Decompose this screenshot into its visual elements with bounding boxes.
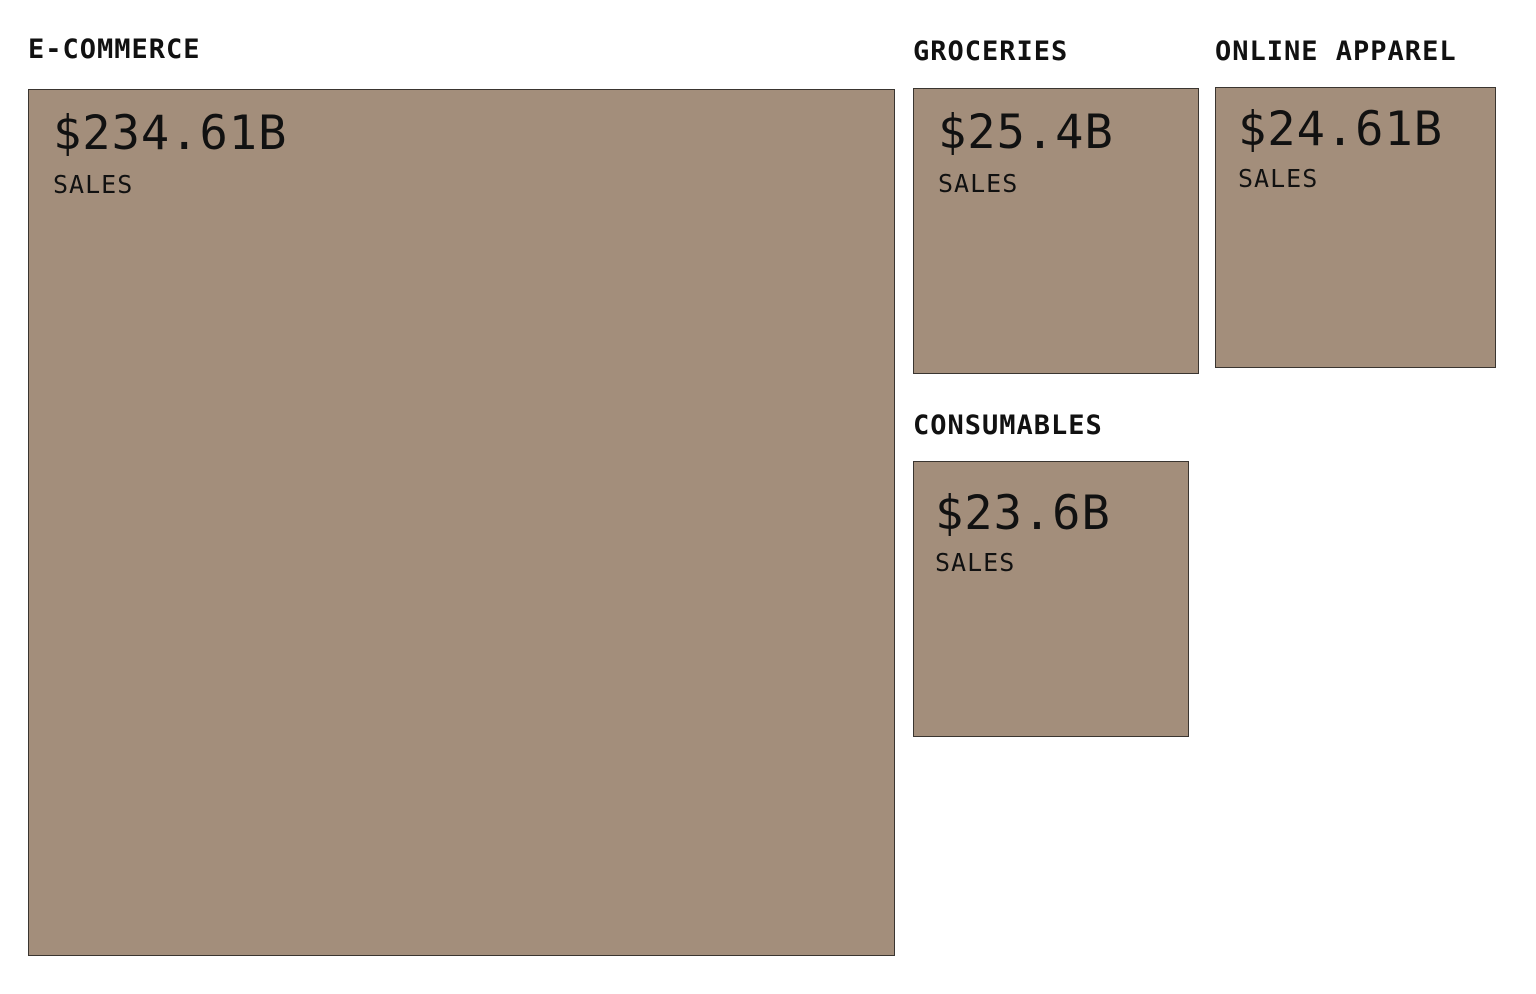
sales-value-label: $25.4B <box>938 105 1114 160</box>
metric-label: SALES <box>938 169 1019 198</box>
category-tile[interactable]: $25.4B SALES <box>913 88 1199 374</box>
metric-label: SALES <box>1238 164 1319 193</box>
category-title: CONSUMABLES <box>913 410 1103 441</box>
category-title: GROCERIES <box>913 36 1069 67</box>
category-tile[interactable]: $234.61B SALES <box>28 89 895 956</box>
sales-value-label: $23.6B <box>935 486 1111 541</box>
sales-value-label: $24.61B <box>1238 102 1444 157</box>
category-title: E-COMMERCE <box>28 34 201 65</box>
category-title: ONLINE APPAREL <box>1215 36 1457 67</box>
sales-value-label: $234.61B <box>53 106 288 161</box>
metric-label: SALES <box>53 170 134 199</box>
metric-label: SALES <box>935 548 1016 577</box>
category-tile[interactable]: $24.61B SALES <box>1215 87 1496 368</box>
category-tile[interactable]: $23.6B SALES <box>913 461 1189 737</box>
